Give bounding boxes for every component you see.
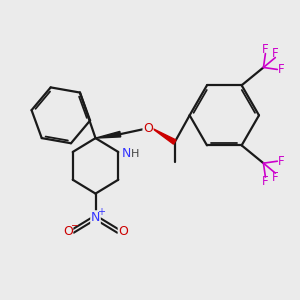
Polygon shape (95, 131, 121, 138)
Text: H: H (131, 149, 139, 159)
Text: F: F (262, 43, 269, 56)
Text: O: O (118, 225, 128, 238)
Text: O: O (143, 122, 153, 135)
Text: F: F (278, 63, 285, 76)
Text: F: F (262, 175, 269, 188)
Text: O: O (63, 225, 73, 238)
Text: N: N (122, 148, 131, 160)
Text: F: F (272, 171, 279, 184)
Text: F: F (272, 47, 279, 60)
Text: N: N (91, 211, 100, 224)
Polygon shape (152, 128, 176, 144)
Text: +: + (98, 207, 106, 218)
Text: F: F (278, 155, 285, 168)
Text: −: − (70, 221, 79, 231)
